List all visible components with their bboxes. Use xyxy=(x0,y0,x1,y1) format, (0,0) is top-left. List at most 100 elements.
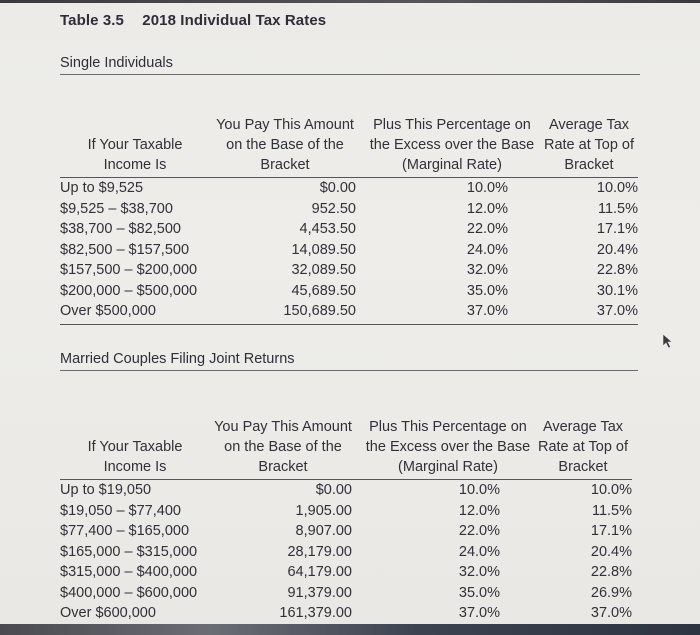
cell-marginal: 22.0% xyxy=(466,221,508,237)
cell-income: $200,000 – $500,000 xyxy=(60,282,198,299)
table-row: $38,700 – $82,500 4,453.50 22.0% 17.1% xyxy=(60,219,638,240)
header-text: on the Base of the xyxy=(224,439,342,455)
header-text: If Your Taxable xyxy=(87,137,183,153)
header-marginal: Plus This Percentage on the Excess over … xyxy=(362,115,542,175)
cell-average: 22.8% xyxy=(590,564,632,580)
cell-income: Over $500,000 xyxy=(60,303,156,319)
table-bottom-rule xyxy=(60,323,638,325)
header-average: Average Tax Rate at Top of Bracket xyxy=(530,417,636,477)
cell-income: Up to $19,050 xyxy=(60,482,152,498)
cell-average: 22.8% xyxy=(596,262,638,278)
cell-base: $0.00 xyxy=(315,482,352,498)
cell-base: 91,379.00 xyxy=(287,584,352,601)
table-number: Table 3.5 xyxy=(60,12,124,29)
cell-average: 26.9% xyxy=(590,584,632,601)
cell-base: $0.00 xyxy=(319,180,356,196)
cell-marginal: 37.0% xyxy=(466,303,508,319)
cell-base: 1,905.00 xyxy=(295,502,352,519)
cell-marginal: 12.0% xyxy=(466,200,508,217)
header-text: Plus This Percentage on xyxy=(369,419,527,435)
header-text: Bracket xyxy=(558,459,608,475)
header-text: Income Is xyxy=(103,157,167,173)
cell-average: 11.5% xyxy=(597,200,638,217)
cell-base: 8,907.00 xyxy=(295,523,352,539)
cell-marginal: 35.0% xyxy=(466,282,508,299)
married-tax-table: If Your Taxable Income Is You Pay This A… xyxy=(60,417,632,624)
table-row: $82,500 – $157,500 14,089.50 24.0% 20.4% xyxy=(60,240,638,261)
cell-base: 150,689.50 xyxy=(283,303,356,319)
header-average: Average Tax Rate at Top of Bracket xyxy=(536,115,642,175)
cell-average: 17.1% xyxy=(596,221,638,237)
cell-average: 30.1% xyxy=(596,282,638,299)
section-title-single: Single Individuals xyxy=(60,55,640,75)
section-title-married: Married Couples Filing Joint Returns xyxy=(60,351,638,371)
cell-income: Over $600,000 xyxy=(60,605,156,621)
cell-average: 17.1% xyxy=(590,523,632,539)
cell-income: $82,500 – $157,500 xyxy=(60,241,190,258)
cell-marginal: 10.0% xyxy=(458,482,500,498)
cell-base: 14,089.50 xyxy=(291,241,356,258)
header-text: Income Is xyxy=(103,459,167,475)
cell-income: $19,050 – $77,400 xyxy=(60,502,181,519)
header-income: If Your Taxable Income Is xyxy=(60,437,210,477)
cell-income: $77,400 – $165,000 xyxy=(60,523,190,539)
header-text: Bracket xyxy=(564,157,614,173)
header-text: (Marginal Rate) xyxy=(402,157,502,173)
screen-bottom-edge xyxy=(0,624,700,635)
document-page: Table 3.5 2018 Individual Tax Rates Sing… xyxy=(0,3,700,624)
header-text: Rate at Top of xyxy=(537,439,629,455)
cell-base: 161,379.00 xyxy=(279,605,352,621)
table-row: $77,400 – $165,000 8,907.00 22.0% 17.1% xyxy=(60,521,632,542)
cell-income: $165,000 – $315,000 xyxy=(60,543,198,560)
table-header: If Your Taxable Income Is You Pay This A… xyxy=(60,115,638,178)
header-text: on the Base of the xyxy=(226,137,344,153)
table-row: $157,500 – $200,000 32,089.50 32.0% 22.8% xyxy=(60,260,638,281)
cell-marginal: 37.0% xyxy=(458,605,500,621)
cell-base: 4,453.50 xyxy=(299,221,356,237)
header-text: (Marginal Rate) xyxy=(398,459,498,475)
cell-marginal: 32.0% xyxy=(458,564,500,580)
table-title: 2018 Individual Tax Rates xyxy=(142,12,327,29)
table-row: $19,050 – $77,400 1,905.00 12.0% 11.5% xyxy=(60,501,632,522)
cell-base: 32,089.50 xyxy=(291,262,356,278)
header-text: the Excess over the Base xyxy=(365,439,531,455)
cell-average: 10.0% xyxy=(596,180,638,196)
cell-base: 45,689.50 xyxy=(291,282,356,299)
table-body: Up to $19,050 $0.00 10.0% 10.0% $19,050 – $… xyxy=(60,480,632,624)
table-row: Over $500,000 150,689.50 37.0% 37.0% xyxy=(60,301,638,322)
table-body: Up to $9,525 $0.00 10.0% 10.0% $9,525 – $38… xyxy=(60,178,638,322)
table-row: Up to $9,525 $0.00 10.0% 10.0% xyxy=(60,178,638,199)
header-text: You Pay This Amount xyxy=(216,117,354,133)
single-tax-table: If Your Taxable Income Is You Pay This A… xyxy=(60,115,638,325)
header-text: Plus This Percentage on xyxy=(373,117,531,133)
cell-base: 64,179.00 xyxy=(287,564,352,580)
cell-average: 20.4% xyxy=(596,241,638,258)
table-row: $9,525 – $38,700 952.50 12.0% 11.5% xyxy=(60,199,638,220)
cell-income: $315,000 – $400,000 xyxy=(60,564,198,580)
mouse-pointer-icon xyxy=(662,333,673,349)
header-text: Bracket xyxy=(260,157,310,173)
table-row: $165,000 – $315,000 28,179.00 24.0% 20.4% xyxy=(60,542,632,563)
cell-marginal: 24.0% xyxy=(458,543,500,560)
cell-average: 37.0% xyxy=(596,303,638,319)
table-heading: Table 3.5 2018 Individual Tax Rates xyxy=(60,12,326,29)
table-row: Up to $19,050 $0.00 10.0% 10.0% xyxy=(60,480,632,501)
cell-marginal: 12.0% xyxy=(458,502,500,519)
header-income: If Your Taxable Income Is xyxy=(60,135,210,175)
cell-income: Up to $9,525 xyxy=(60,180,144,196)
cell-average: 11.5% xyxy=(591,502,632,519)
header-text: Rate at Top of xyxy=(543,137,635,153)
cell-base: 28,179.00 xyxy=(287,543,352,560)
cell-average: 20.4% xyxy=(590,543,632,560)
header-text: Average Tax xyxy=(548,117,630,133)
table-header: If Your Taxable Income Is You Pay This A… xyxy=(60,417,632,480)
cell-marginal: 32.0% xyxy=(466,262,508,278)
table-row: $315,000 – $400,000 64,179.00 32.0% 22.8% xyxy=(60,562,632,583)
header-text: You Pay This Amount xyxy=(214,419,352,435)
cell-marginal: 10.0% xyxy=(466,180,508,196)
header-text: the Excess over the Base xyxy=(369,137,535,153)
cell-income: $9,525 – $38,700 xyxy=(60,200,173,217)
table-row: $200,000 – $500,000 45,689.50 35.0% 30.1% xyxy=(60,281,638,302)
cell-income: $400,000 – $600,000 xyxy=(60,584,198,601)
table-row: $400,000 – $600,000 91,379.00 35.0% 26.9% xyxy=(60,583,632,604)
